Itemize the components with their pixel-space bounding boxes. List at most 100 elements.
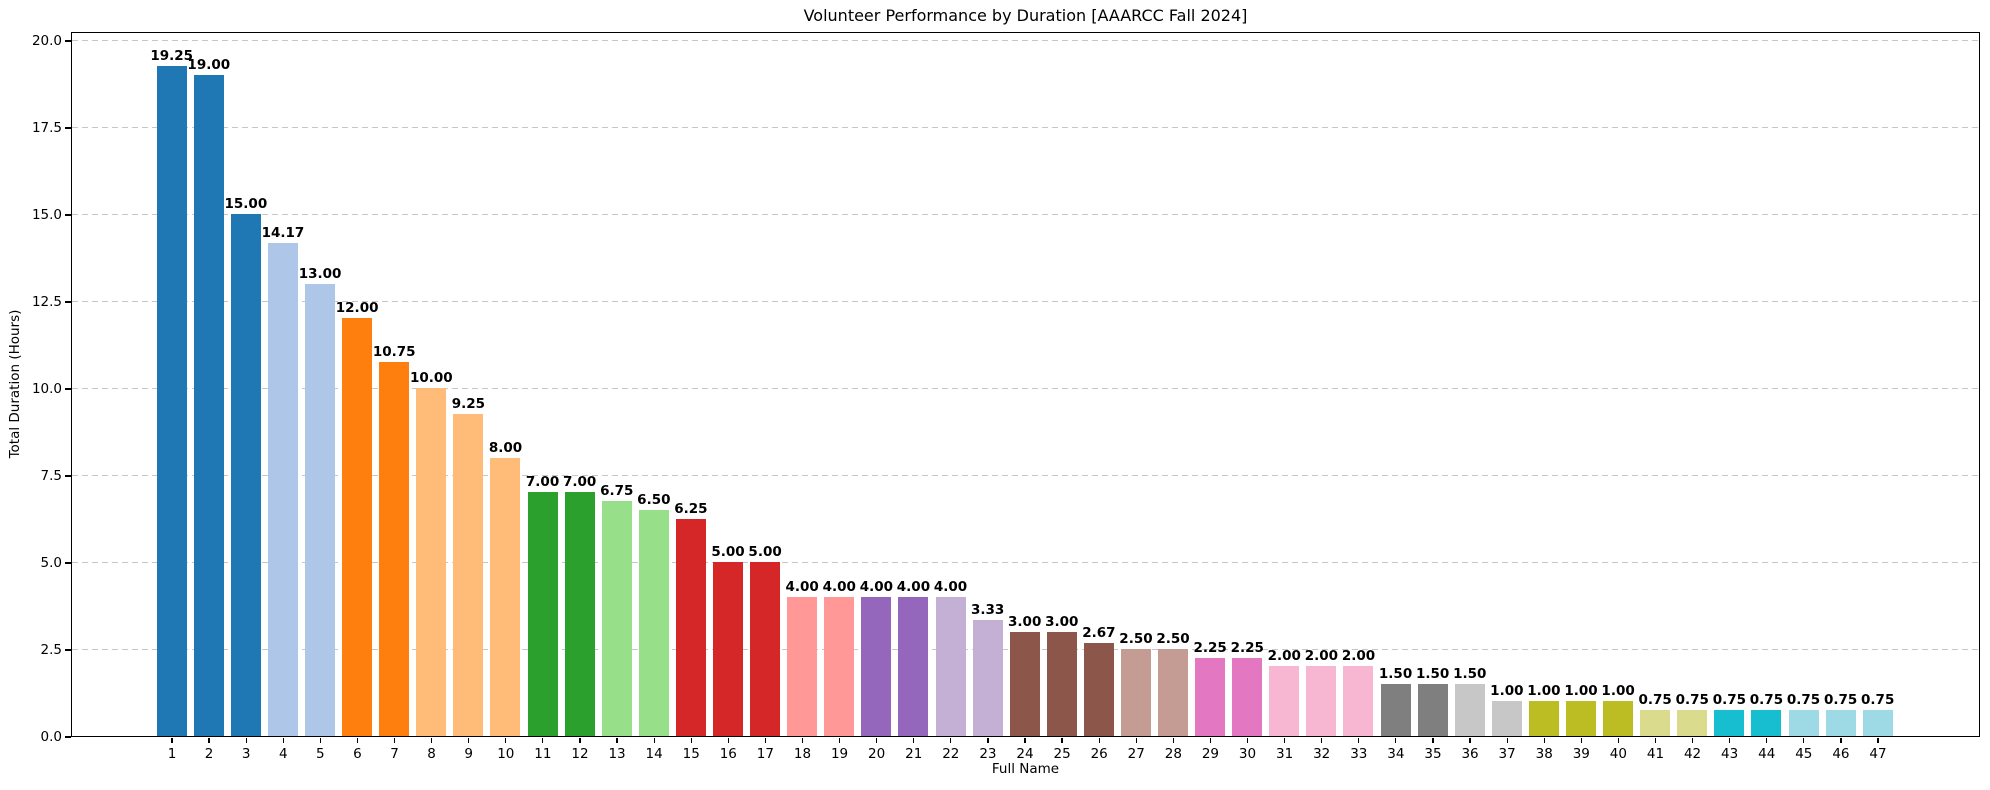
x-tick-label: 21 <box>905 746 923 762</box>
bar-value-label: 6.50 <box>637 491 671 508</box>
x-tick-mark <box>1358 737 1360 744</box>
x-tick-label: 13 <box>608 746 626 762</box>
bar <box>750 562 781 736</box>
bar <box>1677 709 1708 736</box>
x-tick-label: 2 <box>204 746 214 762</box>
x-tick-mark <box>356 737 359 744</box>
x-tick-label: 4 <box>278 746 288 762</box>
x-tick-mark <box>542 737 544 744</box>
x-tick-label: 28 <box>1164 746 1182 762</box>
y-tick-mark <box>64 214 71 216</box>
x-tick-mark <box>801 737 804 744</box>
bar-value-label: 5.00 <box>711 544 745 560</box>
x-tick-label: 46 <box>1832 746 1850 762</box>
bar-value-label: 2.00 <box>1341 648 1376 665</box>
x-tick-label: 8 <box>427 746 436 762</box>
x-tick-mark <box>876 737 878 744</box>
x-tick-mark <box>319 737 321 744</box>
x-tick-mark <box>1061 737 1063 744</box>
gridline <box>72 562 1979 563</box>
bar-value-label: 14.17 <box>261 224 305 241</box>
bar <box>1454 683 1485 736</box>
bar-value-label: 9.25 <box>451 396 486 413</box>
x-tick-label: 24 <box>1016 746 1034 762</box>
x-tick-label: 14 <box>645 746 663 762</box>
x-tick-mark <box>690 737 692 744</box>
x-tick-mark <box>764 737 766 744</box>
bar <box>1120 649 1151 736</box>
bar-value-label: 0.75 <box>1749 691 1784 708</box>
y-tick-label: 2.5 <box>40 642 62 658</box>
bar <box>601 501 632 736</box>
bar-value-label: 10.75 <box>372 343 416 360</box>
x-tick-label: 17 <box>756 746 774 762</box>
bar-value-label: 13.00 <box>298 265 342 282</box>
gridline <box>72 388 1979 389</box>
bar <box>1566 701 1596 736</box>
bar-value-label: 4.00 <box>822 578 856 595</box>
x-tick-mark <box>1803 737 1805 744</box>
x-tick-mark <box>653 737 655 744</box>
x-tick-label: 29 <box>1201 746 1220 762</box>
x-tick-mark <box>1543 737 1545 744</box>
x-tick-mark <box>1172 737 1174 744</box>
gridline <box>72 214 1979 215</box>
x-tick-label: 39 <box>1572 746 1590 762</box>
x-tick-mark <box>727 737 729 744</box>
y-tick-mark <box>64 562 71 564</box>
bar-value-label: 1.50 <box>1453 665 1487 682</box>
x-tick-label: 25 <box>1053 746 1071 762</box>
x-tick-mark <box>1135 737 1137 744</box>
bar <box>675 518 706 736</box>
x-tick-label: 12 <box>571 746 589 762</box>
bar <box>267 242 298 736</box>
x-tick-label: 38 <box>1535 746 1553 762</box>
bar <box>1232 657 1263 736</box>
bar <box>1640 709 1671 736</box>
y-tick-mark <box>64 736 71 738</box>
bar-value-label: 3.00 <box>1008 613 1042 630</box>
x-tick-label: 1 <box>167 746 177 762</box>
gridline <box>72 127 1979 128</box>
x-tick-label: 32 <box>1313 746 1331 762</box>
x-tick-label: 44 <box>1758 746 1776 762</box>
x-tick-label: 37 <box>1498 746 1516 762</box>
bar <box>1788 709 1819 736</box>
bar-value-label: 2.50 <box>1119 631 1153 647</box>
bar-value-label: 2.67 <box>1082 625 1116 642</box>
bar-value-label: 2.00 <box>1304 648 1339 665</box>
y-tick-label: 20.0 <box>31 33 62 49</box>
bar <box>1603 701 1634 736</box>
x-tick-label: 41 <box>1646 746 1665 762</box>
bar-value-label: 2.25 <box>1230 639 1264 656</box>
bar <box>156 66 187 736</box>
bar <box>638 509 669 736</box>
x-tick-label: 3 <box>241 746 251 762</box>
bar-value-label: 4.00 <box>785 578 819 595</box>
x-tick-label: 40 <box>1609 746 1627 762</box>
x-tick-mark <box>1098 737 1100 744</box>
x-tick-label: 30 <box>1238 746 1257 762</box>
x-tick-label: 20 <box>868 746 886 762</box>
x-tick-mark <box>1506 737 1508 744</box>
bar <box>1528 701 1559 736</box>
y-tick-label: 10.0 <box>31 381 62 397</box>
x-tick-mark <box>431 737 433 744</box>
bar-value-label: 6.25 <box>674 500 708 517</box>
y-tick-label: 5.0 <box>40 555 62 571</box>
y-tick-label: 12.5 <box>31 294 62 310</box>
x-tick-mark <box>1284 737 1286 744</box>
x-tick-mark <box>1840 737 1842 744</box>
x-tick-label: 15 <box>682 746 700 762</box>
bar <box>527 492 558 736</box>
x-tick-mark <box>616 737 618 744</box>
y-tick-label: 0.0 <box>40 729 62 745</box>
bar <box>1751 709 1782 736</box>
y-tick-label: 15.0 <box>31 207 62 223</box>
bar-value-label: 19.25 <box>150 48 194 65</box>
bar-value-label: 1.50 <box>1378 665 1413 682</box>
chart-title: Volunteer Performance by Duration [AAARC… <box>803 6 1248 25</box>
x-tick-label: 31 <box>1276 746 1294 762</box>
x-tick-mark <box>1024 737 1026 744</box>
